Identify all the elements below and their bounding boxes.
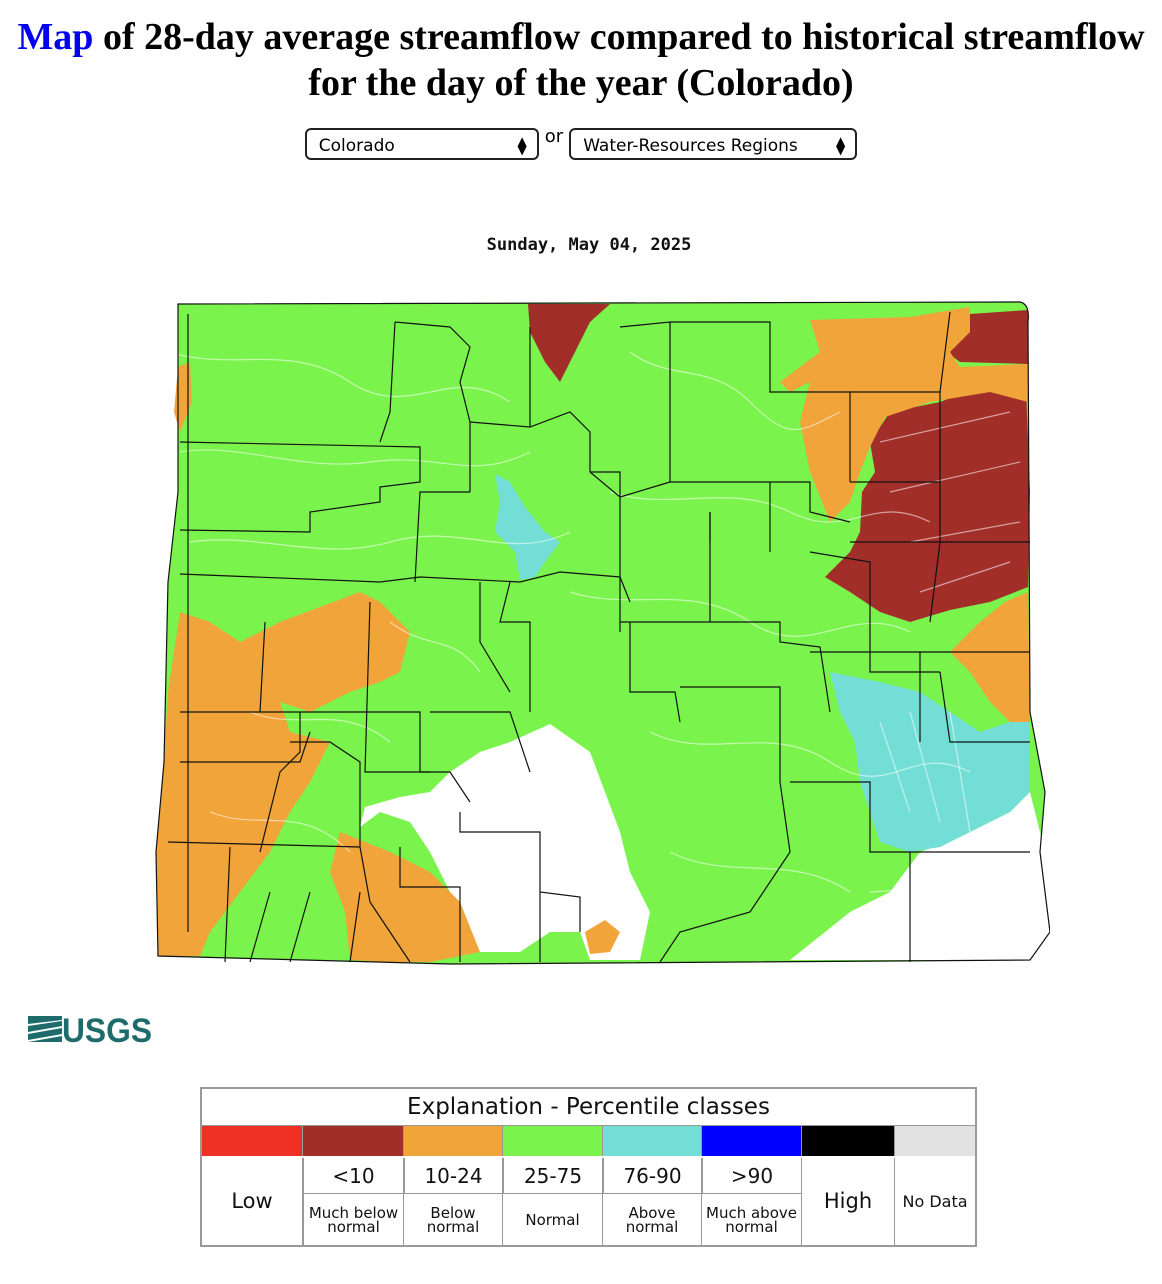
state-select[interactable]: Colorado ▲ ▼ [304,128,539,160]
page-title: Map of 28-day average streamflow compare… [0,14,1162,106]
legend-desc-much-above: Much above normal [702,1194,802,1245]
legend-range-much-below: <10 [303,1158,404,1194]
usgs-logo-text: USGS [62,1012,152,1048]
legend-high-label: High [802,1158,895,1245]
legend-range-above: 76-90 [603,1158,702,1194]
legend-low-label: Low [202,1158,303,1245]
no-data-region-southeast [790,792,1050,960]
legend-desc-below: Below normal [404,1194,503,1245]
swatch-above [603,1126,702,1156]
rivers-layer [169,351,1031,933]
below-region-south-spot [585,920,620,954]
legend-range-much-above: >90 [702,1158,802,1194]
swatch-high [802,1126,895,1156]
swatch-low [202,1126,303,1156]
region-select[interactable]: Water-Resources Regions ▲ ▼ [569,128,858,160]
above-region-southeast [830,672,1030,852]
below-region-southwest [330,832,480,962]
or-label: or [544,126,564,147]
selector-bar: Colorado ▲ ▼ or Water-Resources Regions ▲… [0,126,1162,160]
legend-range-normal: 25-75 [503,1158,603,1194]
legend-range-below: 10-24 [404,1158,503,1194]
swatch-much-above [702,1126,802,1156]
swatch-no-data [895,1126,975,1156]
select-arrows-icon: ▲ ▼ [517,134,527,157]
much-below-region-northeast [825,382,1030,622]
usgs-logo: USGS [26,1008,156,1050]
map-date: Sunday, May 04, 2025 [486,235,692,255]
legend-desc-above: Above normal [603,1194,702,1245]
county-boundaries [155,301,1050,965]
above-region-central [495,474,560,580]
below-region-east [950,592,1030,722]
state-select-value: Colorado [318,136,395,156]
legend-desc-much-below: Much below normal [303,1194,404,1245]
legend: Explanation - Percentile classes Low <10… [200,1087,977,1247]
legend-desc-normal: Normal [503,1194,603,1245]
streamflow-map[interactable] [150,292,1050,972]
swatch-much-below [303,1126,404,1156]
swatch-below [404,1126,503,1156]
region-select-value: Water-Resources Regions [583,136,798,156]
below-region-west [156,592,410,956]
much-below-region-northeast-tip [940,310,1028,364]
swatch-normal [503,1126,603,1156]
select-arrows-icon: ▲ ▼ [835,134,846,157]
below-region-northeast [780,307,1028,522]
no-data-region-southcentral [360,724,650,960]
legend-title: Explanation - Percentile classes [202,1089,975,1126]
legend-no-data-label: No Data [902,1192,968,1211]
page-title-text: of 28-day average streamflow compared to… [93,16,1145,104]
map-link[interactable]: Map [17,16,94,58]
usgs-wave-icon [28,1016,62,1042]
much-below-region-north [528,304,610,382]
